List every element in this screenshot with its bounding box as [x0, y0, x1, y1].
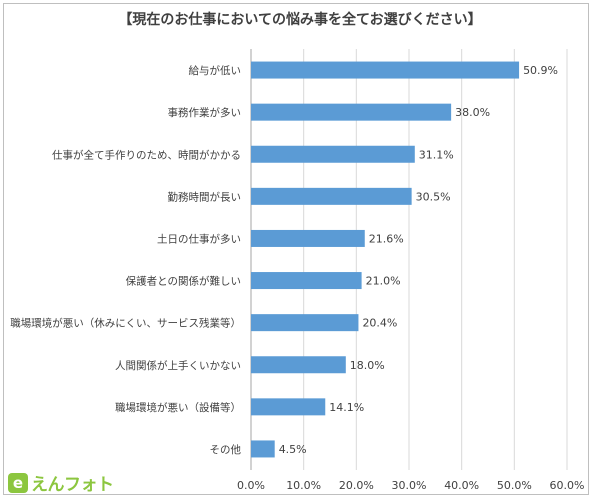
- category-label: 保護者との関係が難しい: [126, 275, 241, 288]
- bar: [251, 398, 326, 416]
- data-label: 4.5%: [279, 443, 307, 456]
- x-tick-label: 20.0%: [339, 479, 374, 492]
- data-label: 21.6%: [369, 232, 404, 245]
- bar: [251, 440, 275, 458]
- logo-mark-icon: e: [8, 472, 28, 493]
- category-label: 給与が低い: [189, 64, 242, 77]
- bar: [251, 229, 365, 247]
- data-label: 31.1%: [419, 148, 454, 161]
- data-label: 50.9%: [523, 64, 558, 77]
- enphoto-logo: e えんフォト: [8, 470, 114, 495]
- category-label: 仕事が全て手作りのため、時間がかかる: [52, 148, 241, 161]
- data-label: 14.1%: [329, 401, 364, 414]
- category-label: 土日の仕事が多い: [157, 232, 241, 245]
- chart-frame: [3, 3, 589, 495]
- bar: [251, 314, 359, 332]
- bar: [251, 61, 520, 79]
- x-tick-label: 0.0%: [237, 479, 265, 492]
- bar: [251, 187, 412, 205]
- category-label: 職場環境が悪い（休みにくい、サービス残業等）: [10, 317, 241, 330]
- x-tick-label: 30.0%: [392, 479, 427, 492]
- category-label: その他: [210, 443, 242, 456]
- data-label: 38.0%: [455, 106, 490, 119]
- data-label: 18.0%: [350, 359, 385, 372]
- x-tick-label: 60.0%: [550, 479, 585, 492]
- x-tick-label: 10.0%: [286, 479, 321, 492]
- data-label: 30.5%: [416, 190, 451, 203]
- data-label: 20.4%: [362, 317, 397, 330]
- bar: [251, 356, 346, 374]
- x-tick-label: 40.0%: [444, 479, 479, 492]
- category-label: 勤務時間が長い: [168, 190, 242, 203]
- labels: 0.0% 10.0% 20.0% 30.0% 40.0% 50.0% 60.0% 給与が低い 5…: [10, 64, 584, 492]
- logo-text: えんフォト: [31, 475, 114, 495]
- bar: [251, 103, 452, 121]
- data-label: 21.0%: [366, 275, 401, 288]
- bars: [251, 61, 520, 458]
- category-label: 事務作業が多い: [168, 106, 242, 119]
- category-label: 職場環境が悪い（設備等）: [115, 401, 241, 414]
- bar: [251, 145, 415, 163]
- chart-title: 【現在のお仕事においての悩み事を全てお選びください】: [118, 11, 481, 28]
- bar: [251, 272, 362, 290]
- x-tick-label: 50.0%: [497, 479, 532, 492]
- category-label: 人間関係が上手くいかない: [115, 359, 241, 372]
